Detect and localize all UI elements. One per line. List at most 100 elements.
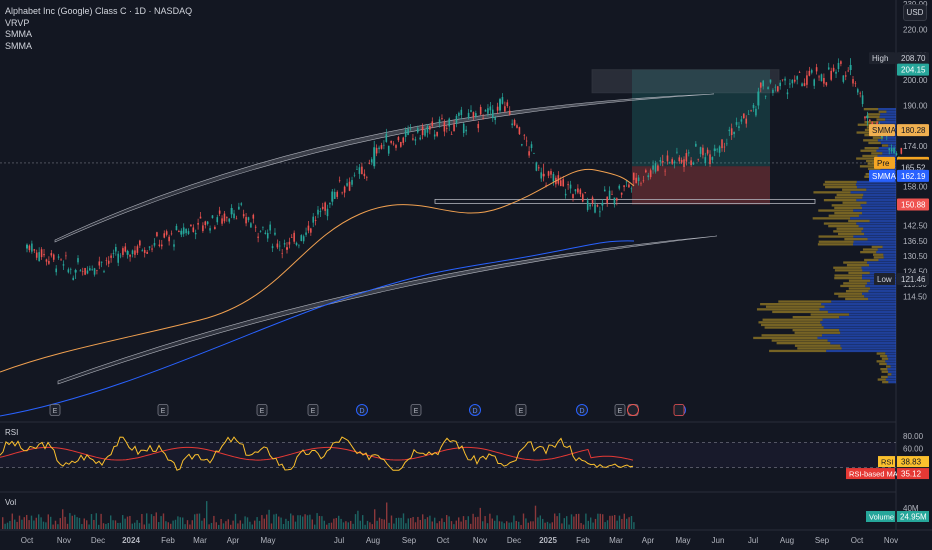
vrvp-bar-up (879, 362, 887, 366)
vrvp-bar-down (821, 303, 896, 306)
candle-body (122, 248, 124, 255)
volume-bar (566, 516, 568, 529)
volume-bar (318, 515, 321, 529)
earnings-marker-box (614, 404, 626, 416)
candle[interactable] (866, 115, 869, 119)
candle[interactable] (180, 230, 183, 235)
upper-channel-band[interactable] (54, 93, 715, 243)
candle-body (338, 180, 341, 182)
position-stop-zone[interactable] (632, 166, 770, 205)
candle-body (414, 139, 417, 141)
earnings-marker[interactable]: E (256, 404, 268, 416)
volume-bar (11, 513, 13, 529)
vrvp-bar-down (878, 147, 896, 150)
candle-body (404, 129, 407, 137)
volume-bar (602, 514, 604, 529)
earnings-marker[interactable]: E (157, 404, 169, 416)
candle-body (117, 253, 119, 263)
candle-body (613, 197, 616, 205)
volume-bar (402, 513, 405, 529)
earnings-marker[interactable]: E (410, 404, 422, 416)
candle[interactable] (499, 99, 502, 111)
volume-bar (419, 519, 421, 529)
candle-body (888, 148, 890, 150)
volume-bar (249, 521, 251, 529)
rsi-value-box (897, 456, 929, 468)
candle[interactable] (230, 207, 233, 215)
rsi-ma-value-box (897, 468, 929, 480)
dividend-marker[interactable]: D (576, 404, 588, 416)
volume-bar (436, 523, 438, 529)
candle[interactable] (126, 251, 129, 255)
vrvp-bar-down (877, 139, 896, 142)
candle[interactable] (713, 148, 716, 152)
symbol-title[interactable]: Alphabet Inc (Google) Class C · 1D · NAS… (5, 6, 193, 16)
candle[interactable] (601, 202, 604, 206)
marker-letter: E (161, 408, 166, 415)
indicator-smma-2[interactable]: SMMA (5, 40, 32, 51)
candle-body (806, 75, 808, 85)
earnings-marker[interactable]: E (515, 404, 527, 416)
candle[interactable] (74, 270, 77, 273)
vrvp-bar-up (812, 217, 851, 220)
candle[interactable] (849, 64, 852, 71)
volume-bar (294, 521, 297, 529)
candle[interactable] (757, 91, 760, 106)
volume-bar (390, 515, 393, 529)
currency-button[interactable]: USD (903, 4, 927, 21)
candle[interactable] (373, 147, 376, 167)
candle[interactable] (542, 173, 545, 177)
vrvp-bar-down (827, 339, 896, 342)
lower-channel-band[interactable] (57, 235, 718, 385)
candle-body (105, 260, 108, 261)
future-earnings-marker[interactable] (673, 404, 685, 416)
volume-bar (424, 519, 426, 529)
volume-bar (587, 520, 589, 529)
candle[interactable] (331, 191, 334, 202)
candle-body (683, 159, 685, 167)
candle-body (223, 213, 226, 222)
candle-body (784, 78, 786, 81)
candle-body (124, 246, 127, 252)
vrvp-bar-down (885, 378, 896, 381)
candle[interactable] (661, 161, 664, 163)
candle-body (798, 72, 801, 73)
candle[interactable] (26, 244, 28, 249)
candle-body (825, 82, 828, 86)
candle-body (759, 82, 762, 88)
time-tick: May (260, 536, 275, 545)
dividend-marker[interactable]: D (469, 404, 481, 416)
earnings-marker[interactable]: E (614, 404, 626, 416)
vrvp-bar-down (886, 110, 896, 113)
candle-body (695, 143, 697, 147)
resistance-box[interactable] (591, 69, 780, 94)
support-box[interactable] (434, 198, 816, 204)
vrvp-bar-up (776, 342, 831, 345)
volume-bar (599, 513, 601, 529)
time-tick: Jul (748, 536, 758, 545)
candle-body (743, 113, 745, 119)
volume-bar (165, 521, 167, 529)
earnings-marker[interactable]: E (307, 404, 319, 416)
volume-bar (503, 523, 505, 529)
earnings-marker[interactable]: E (49, 404, 61, 416)
price-label-value: 121.46 (901, 275, 926, 284)
volume-bar (78, 517, 81, 529)
dividend-marker[interactable]: D (356, 404, 368, 416)
volume-bar (57, 524, 59, 529)
volume-bar (484, 516, 486, 529)
candle-body (552, 173, 555, 182)
split-marker[interactable] (627, 404, 639, 416)
volume-bar (177, 516, 179, 529)
candle-body (146, 252, 148, 254)
candle[interactable] (286, 247, 288, 250)
candle-body (852, 79, 854, 84)
volume-bar (105, 523, 107, 529)
rsi-tick: 80.00 (903, 432, 924, 441)
vrvp-bar-up (848, 271, 870, 275)
indicator-vrvp[interactable]: VRVP (5, 17, 30, 28)
volume-bar (52, 524, 54, 529)
indicator-smma-1[interactable]: SMMA (5, 29, 32, 39)
